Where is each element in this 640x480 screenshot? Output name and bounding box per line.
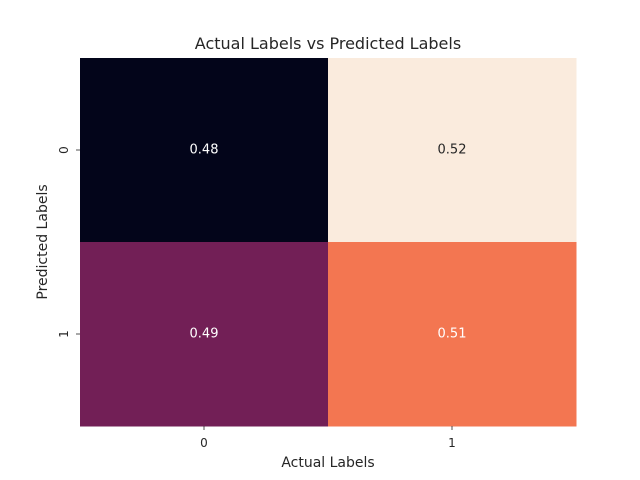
axis-ticks: 0 1 0 1	[57, 146, 456, 450]
cell-value-label-r1-c0: 0.49	[190, 327, 219, 342]
heatmap-cell-r1-c1	[328, 242, 577, 427]
chart-title: Actual Labels vs Predicted Labels	[195, 34, 461, 53]
x-tick-label-0: 0	[200, 436, 208, 450]
heatmap-cells: 0.48 0.52 0.49 0.51	[80, 58, 577, 427]
y-axis-label: Predicted Labels	[35, 184, 51, 299]
cell-value-label-r0-c1: 0.52	[438, 143, 467, 158]
heatmap-cell-r0-c0	[80, 58, 329, 243]
cell-value-label-r0-c0: 0.48	[190, 143, 219, 158]
x-axis-label: Actual Labels	[281, 455, 374, 471]
x-tick-label-1: 1	[448, 436, 456, 450]
cell-value-label-r1-c1: 0.51	[438, 327, 467, 342]
y-tick-label-1: 1	[57, 330, 71, 338]
heatmap-cell-r1-c0	[80, 242, 329, 427]
heatmap-cell-r0-c1	[328, 58, 577, 243]
y-tick-label-0: 0	[57, 146, 71, 154]
